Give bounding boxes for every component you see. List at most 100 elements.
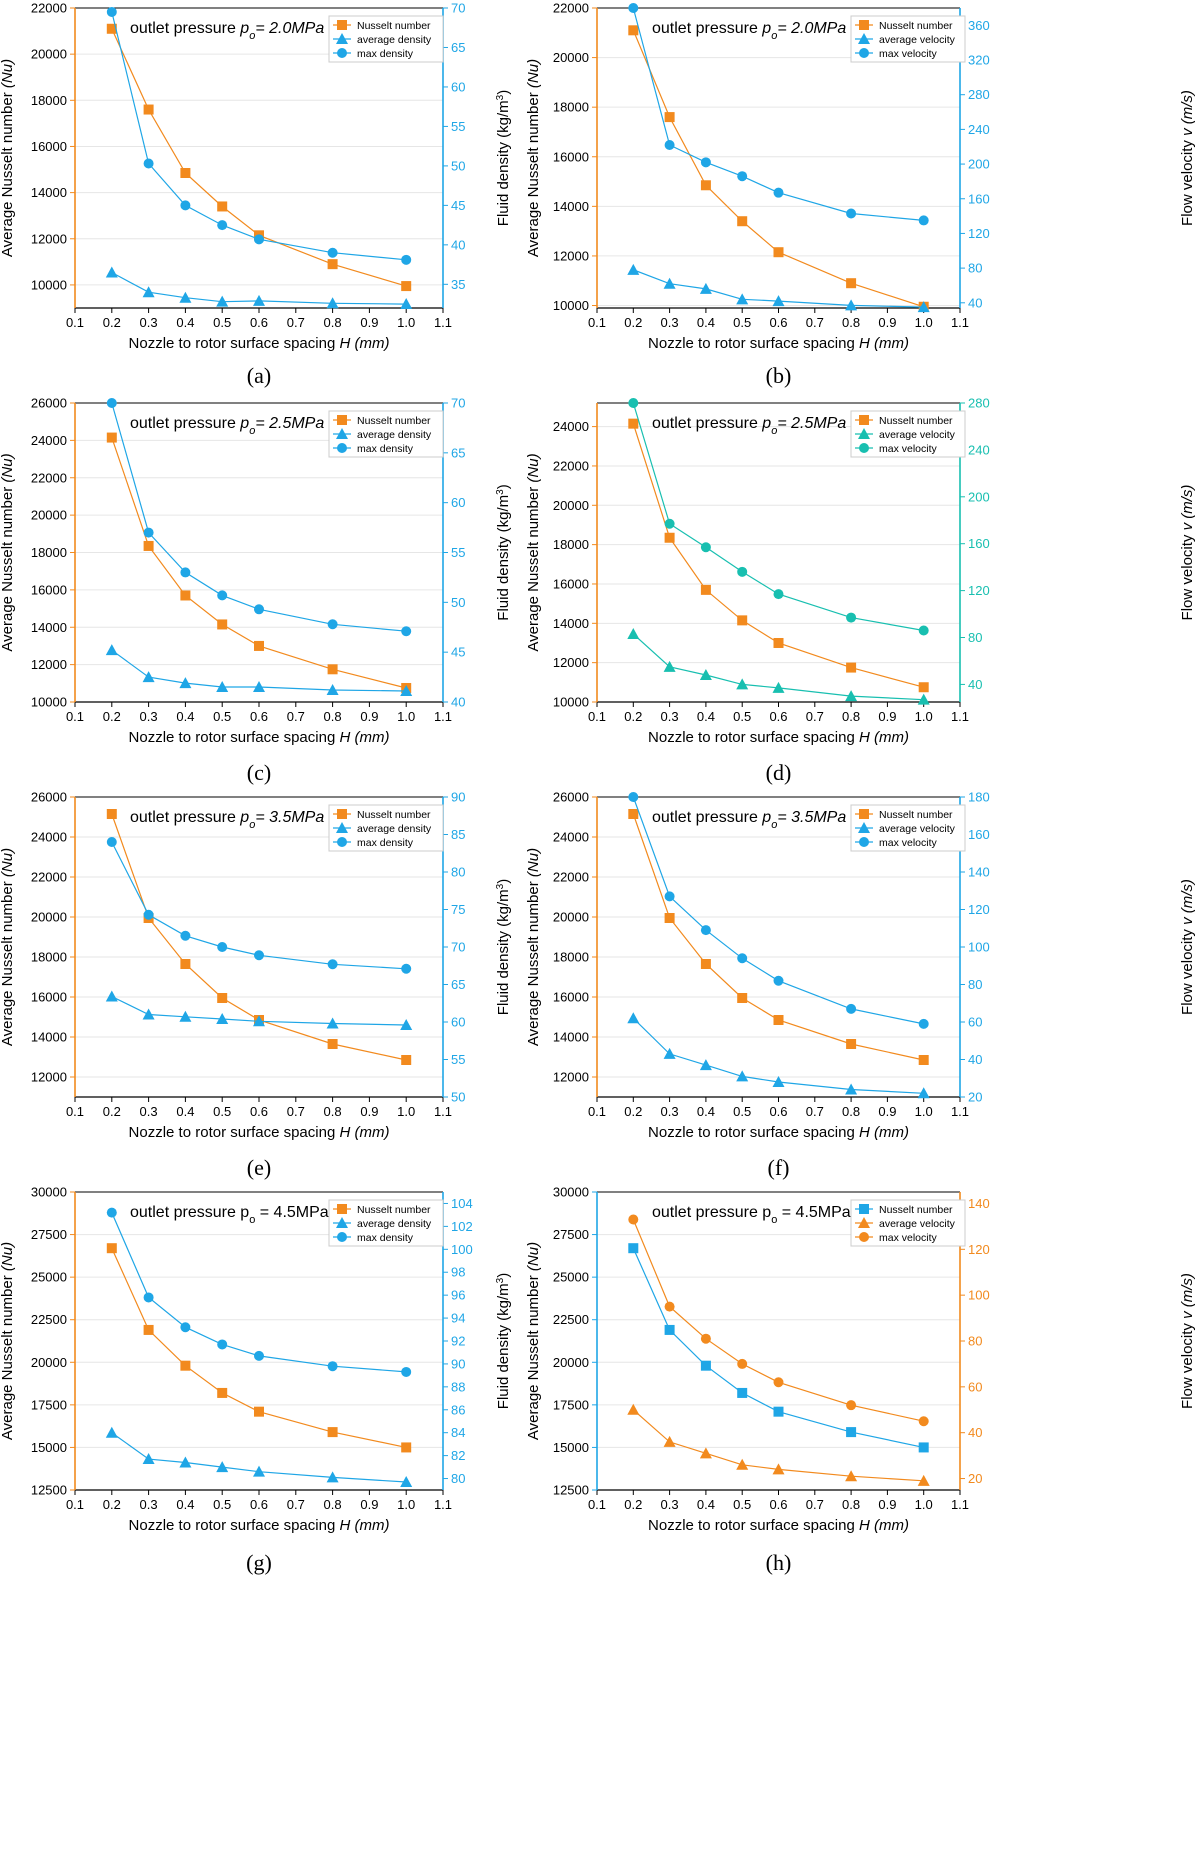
data-point-max-density: [180, 200, 191, 211]
left-y-tick-label: 18000: [553, 537, 589, 552]
x-tick-label: 0.2: [624, 709, 642, 724]
legend-entry: Nusselt number: [879, 20, 953, 32]
legend-marker: [337, 48, 347, 58]
legend-marker: [337, 837, 347, 847]
panel-label: (c): [247, 760, 271, 785]
x-tick-label: 1.0: [397, 315, 415, 330]
right-y-tick-label: 360: [968, 18, 990, 33]
data-point-average-density: [105, 990, 118, 1002]
pressure-annotation: outlet pressure po= 3.5MPa: [130, 809, 324, 831]
right-y-tick-label: 40: [451, 237, 465, 252]
data-point-average-density: [179, 1456, 192, 1468]
legend-entry: Nusselt number: [879, 1204, 953, 1216]
data-point-average-velocity: [663, 1435, 676, 1447]
left-y-axis-label: Average Nusselt number (Nu): [525, 59, 542, 257]
right-y-tick-label: 80: [968, 977, 982, 992]
data-point-Nusselt-number: [327, 664, 338, 675]
data-point-average-velocity: [845, 1083, 858, 1095]
left-y-tick-label: 12000: [31, 657, 67, 672]
data-point-Nusselt-number: [664, 913, 675, 923]
data-point-average-velocity: [627, 1012, 640, 1024]
right-y-tick-label: 40: [968, 1052, 982, 1067]
data-point-Nusselt-number: [773, 247, 784, 258]
right-y-tick-label: 60: [451, 1015, 465, 1030]
left-y-axis-label: Average Nusselt number (Nu): [0, 1242, 16, 1440]
x-tick-label: 0.5: [213, 1104, 231, 1119]
legend-entry: Nusselt number: [357, 809, 431, 821]
data-point-average-velocity: [627, 263, 640, 275]
data-point-max-density: [401, 1366, 412, 1377]
data-point-Nusselt-number: [846, 1039, 857, 1049]
left-y-tick-label: 18000: [31, 93, 67, 108]
data-point-Nusselt-number: [846, 278, 857, 289]
chart-panel-a: 0.1 0.2 0.3 0.4 0.5 0.6 0.7 0.8 0.9 1.0 1.1 10000 12…: [0, 1, 512, 389]
data-point-average-density: [400, 298, 413, 310]
data-point-max-velocity: [918, 1416, 929, 1427]
series-line-Nusselt-number: [111, 28, 407, 287]
data-point-max-density: [327, 619, 338, 630]
data-point-max-velocity: [737, 566, 748, 577]
x-tick-label: 0.5: [213, 1497, 231, 1512]
x-tick-label: 0.5: [733, 1104, 751, 1119]
x-tick-label: 1.1: [951, 709, 969, 724]
data-point-average-velocity: [627, 627, 640, 639]
legend-marker: [336, 428, 348, 439]
left-y-tick-label: 24000: [553, 419, 589, 434]
left-y-tick-label: 16000: [31, 582, 67, 597]
right-y-tick-label: 100: [451, 1242, 473, 1257]
data-point-average-velocity: [663, 1047, 676, 1059]
data-point-Nusselt-number: [327, 1039, 338, 1049]
chart-panel-h: 0.1 0.2 0.3 0.4 0.5 0.6 0.7 0.8 0.9 1.0 1.1 12500 15…: [525, 1185, 1196, 1576]
data-point-average-velocity: [917, 1087, 930, 1099]
left-y-axis-label: Average Nusselt number (Nu): [0, 59, 16, 257]
x-tick-label: 0.1: [66, 1497, 84, 1512]
right-y-tick-label: 98: [451, 1265, 465, 1280]
data-point-Nusselt-number: [700, 584, 711, 595]
data-point-average-density: [253, 681, 265, 693]
x-tick-label: 0.8: [842, 709, 860, 724]
data-point-Nusselt-number: [737, 1387, 748, 1398]
right-y-tick-label: 75: [451, 902, 465, 917]
legend-marker: [858, 1217, 870, 1228]
legend-marker: [859, 415, 869, 425]
series-line-max-density: [111, 841, 407, 970]
x-tick-label: 0.7: [806, 709, 824, 724]
data-point-average-velocity: [736, 293, 749, 305]
data-point-max-density: [401, 254, 412, 265]
x-tick-label: 0.3: [661, 709, 679, 724]
data-point-average-velocity: [772, 681, 785, 693]
data-point-average-velocity: [699, 669, 712, 681]
data-point-max-velocity: [628, 3, 639, 13]
data-point-Nusselt-number: [773, 637, 784, 648]
left-y-tick-label: 10000: [31, 695, 67, 710]
x-tick-label: 0.2: [103, 1497, 121, 1512]
data-point-Nusselt-number: [664, 1324, 675, 1335]
right-y-tick-label: 160: [968, 827, 990, 842]
data-point-max-velocity: [846, 1400, 857, 1411]
right-y-axis-label: Fluid density (kg/m3): [495, 1273, 513, 1409]
x-tick-label: 0.5: [733, 1497, 751, 1512]
left-y-tick-label: 22000: [553, 870, 589, 885]
right-y-tick-label: 20: [968, 1090, 982, 1105]
x-tick-label: 0.4: [697, 315, 715, 330]
data-point-average-density: [142, 1008, 155, 1020]
x-tick-label: 0.1: [588, 315, 606, 330]
x-tick-label: 0.8: [842, 1104, 860, 1119]
x-tick-label: 0.9: [360, 315, 378, 330]
right-y-tick-label: 90: [451, 1356, 465, 1371]
data-point-max-velocity: [773, 589, 784, 600]
right-y-axis-label: Flow velocity v (m/s): [1179, 1273, 1196, 1409]
data-point-average-density: [400, 1019, 413, 1030]
right-y-tick-label: 60: [968, 1379, 982, 1394]
data-point-max-density: [106, 398, 117, 408]
data-point-max-velocity: [700, 542, 711, 553]
data-point-max-density: [327, 959, 338, 970]
data-point-Nusselt-number: [106, 432, 117, 443]
left-y-tick-label: 20000: [553, 910, 589, 925]
left-y-tick-label: 10000: [31, 277, 67, 292]
left-y-tick-label: 26000: [31, 396, 67, 411]
data-point-Nusselt-number: [143, 1324, 154, 1335]
legend-marker: [859, 1204, 869, 1214]
left-y-tick-label: 18000: [553, 950, 589, 965]
data-point-Nusselt-number: [180, 959, 191, 969]
